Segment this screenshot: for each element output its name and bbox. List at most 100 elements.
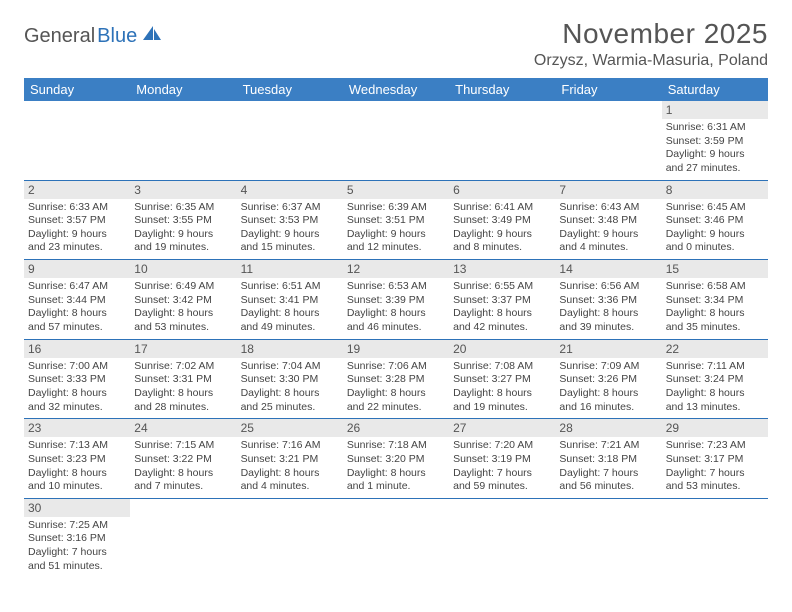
day-body: Sunrise: 7:09 AMSunset: 3:26 PMDaylight:… [555,358,661,419]
day-body: Sunrise: 7:06 AMSunset: 3:28 PMDaylight:… [343,358,449,419]
calendar-cell: 15Sunrise: 6:58 AMSunset: 3:34 PMDayligh… [662,260,768,340]
day-number: 16 [24,340,130,358]
weekday-header-row: Sunday Monday Tuesday Wednesday Thursday… [24,78,768,101]
calendar-row: 16Sunrise: 7:00 AMSunset: 3:33 PMDayligh… [24,339,768,419]
day-body: Sunrise: 7:04 AMSunset: 3:30 PMDaylight:… [237,358,343,419]
calendar-cell: 6Sunrise: 6:41 AMSunset: 3:49 PMDaylight… [449,180,555,260]
day-body: Sunrise: 7:18 AMSunset: 3:20 PMDaylight:… [343,437,449,498]
calendar-cell: 28Sunrise: 7:21 AMSunset: 3:18 PMDayligh… [555,419,661,499]
location: Orzysz, Warmia-Masuria, Poland [534,52,768,70]
calendar-cell: 30Sunrise: 7:25 AMSunset: 3:16 PMDayligh… [24,498,130,577]
calendar-cell: 10Sunrise: 6:49 AMSunset: 3:42 PMDayligh… [130,260,236,340]
day-body: Sunrise: 6:41 AMSunset: 3:49 PMDaylight:… [449,199,555,260]
day-number: 30 [24,499,130,517]
calendar-cell: 26Sunrise: 7:18 AMSunset: 3:20 PMDayligh… [343,419,449,499]
calendar-cell: 18Sunrise: 7:04 AMSunset: 3:30 PMDayligh… [237,339,343,419]
day-body: Sunrise: 6:45 AMSunset: 3:46 PMDaylight:… [662,199,768,260]
day-number: 27 [449,419,555,437]
calendar-cell: 5Sunrise: 6:39 AMSunset: 3:51 PMDaylight… [343,180,449,260]
header: GeneralBlue November 2025 Orzysz, Warmia… [24,18,768,70]
calendar-cell: 2Sunrise: 6:33 AMSunset: 3:57 PMDaylight… [24,180,130,260]
logo-text-2: Blue [97,25,137,48]
month-title: November 2025 [534,18,768,50]
calendar-cell: 24Sunrise: 7:15 AMSunset: 3:22 PMDayligh… [130,419,236,499]
day-number: 8 [662,181,768,199]
day-number: 10 [130,260,236,278]
calendar-cell: 4Sunrise: 6:37 AMSunset: 3:53 PMDaylight… [237,180,343,260]
day-body: Sunrise: 6:49 AMSunset: 3:42 PMDaylight:… [130,278,236,339]
day-number: 7 [555,181,661,199]
calendar-cell [130,498,236,577]
calendar-cell: 20Sunrise: 7:08 AMSunset: 3:27 PMDayligh… [449,339,555,419]
day-body: Sunrise: 7:15 AMSunset: 3:22 PMDaylight:… [130,437,236,498]
day-body: Sunrise: 7:21 AMSunset: 3:18 PMDaylight:… [555,437,661,498]
day-number: 14 [555,260,661,278]
day-body: Sunrise: 7:08 AMSunset: 3:27 PMDaylight:… [449,358,555,419]
day-number: 22 [662,340,768,358]
day-number: 4 [237,181,343,199]
day-body: Sunrise: 7:13 AMSunset: 3:23 PMDaylight:… [24,437,130,498]
day-body: Sunrise: 7:25 AMSunset: 3:16 PMDaylight:… [24,517,130,578]
day-number: 19 [343,340,449,358]
day-body: Sunrise: 6:53 AMSunset: 3:39 PMDaylight:… [343,278,449,339]
calendar-cell: 9Sunrise: 6:47 AMSunset: 3:44 PMDaylight… [24,260,130,340]
calendar-cell: 14Sunrise: 6:56 AMSunset: 3:36 PMDayligh… [555,260,661,340]
weekday-header: Wednesday [343,78,449,101]
day-number: 21 [555,340,661,358]
day-number: 13 [449,260,555,278]
calendar-cell: 22Sunrise: 7:11 AMSunset: 3:24 PMDayligh… [662,339,768,419]
calendar-cell: 13Sunrise: 6:55 AMSunset: 3:37 PMDayligh… [449,260,555,340]
day-number: 15 [662,260,768,278]
day-body: Sunrise: 6:37 AMSunset: 3:53 PMDaylight:… [237,199,343,260]
calendar-row: 2Sunrise: 6:33 AMSunset: 3:57 PMDaylight… [24,180,768,260]
calendar-cell [130,101,236,180]
logo-text-1: General [24,25,95,48]
calendar-cell [449,498,555,577]
weekday-header: Tuesday [237,78,343,101]
calendar-cell [555,498,661,577]
day-number: 12 [343,260,449,278]
day-number: 1 [662,101,768,119]
calendar-row: 30Sunrise: 7:25 AMSunset: 3:16 PMDayligh… [24,498,768,577]
calendar-cell: 16Sunrise: 7:00 AMSunset: 3:33 PMDayligh… [24,339,130,419]
day-number: 28 [555,419,661,437]
calendar-row: 9Sunrise: 6:47 AMSunset: 3:44 PMDaylight… [24,260,768,340]
weekday-header: Saturday [662,78,768,101]
day-number: 24 [130,419,236,437]
day-body: Sunrise: 6:55 AMSunset: 3:37 PMDaylight:… [449,278,555,339]
day-number: 11 [237,260,343,278]
day-number: 26 [343,419,449,437]
calendar-cell [343,498,449,577]
calendar-cell [237,498,343,577]
calendar-cell: 25Sunrise: 7:16 AMSunset: 3:21 PMDayligh… [237,419,343,499]
calendar-cell: 29Sunrise: 7:23 AMSunset: 3:17 PMDayligh… [662,419,768,499]
calendar-cell [555,101,661,180]
calendar-cell: 1Sunrise: 6:31 AMSunset: 3:59 PMDaylight… [662,101,768,180]
day-body: Sunrise: 6:33 AMSunset: 3:57 PMDaylight:… [24,199,130,260]
calendar-cell: 11Sunrise: 6:51 AMSunset: 3:41 PMDayligh… [237,260,343,340]
calendar-cell [237,101,343,180]
day-number: 6 [449,181,555,199]
title-block: November 2025 Orzysz, Warmia-Masuria, Po… [534,18,768,70]
day-body: Sunrise: 6:43 AMSunset: 3:48 PMDaylight:… [555,199,661,260]
day-body: Sunrise: 7:16 AMSunset: 3:21 PMDaylight:… [237,437,343,498]
day-body: Sunrise: 6:58 AMSunset: 3:34 PMDaylight:… [662,278,768,339]
day-number: 23 [24,419,130,437]
calendar-cell [662,498,768,577]
day-number: 5 [343,181,449,199]
calendar-cell: 19Sunrise: 7:06 AMSunset: 3:28 PMDayligh… [343,339,449,419]
day-number: 17 [130,340,236,358]
day-body: Sunrise: 7:11 AMSunset: 3:24 PMDaylight:… [662,358,768,419]
calendar-cell: 12Sunrise: 6:53 AMSunset: 3:39 PMDayligh… [343,260,449,340]
day-number: 18 [237,340,343,358]
calendar-cell: 7Sunrise: 6:43 AMSunset: 3:48 PMDaylight… [555,180,661,260]
day-body: Sunrise: 7:23 AMSunset: 3:17 PMDaylight:… [662,437,768,498]
calendar-cell: 23Sunrise: 7:13 AMSunset: 3:23 PMDayligh… [24,419,130,499]
calendar-cell: 27Sunrise: 7:20 AMSunset: 3:19 PMDayligh… [449,419,555,499]
day-body: Sunrise: 7:02 AMSunset: 3:31 PMDaylight:… [130,358,236,419]
logo: GeneralBlue [24,18,163,48]
calendar-cell [24,101,130,180]
day-body: Sunrise: 6:56 AMSunset: 3:36 PMDaylight:… [555,278,661,339]
day-body: Sunrise: 7:00 AMSunset: 3:33 PMDaylight:… [24,358,130,419]
day-body: Sunrise: 6:39 AMSunset: 3:51 PMDaylight:… [343,199,449,260]
